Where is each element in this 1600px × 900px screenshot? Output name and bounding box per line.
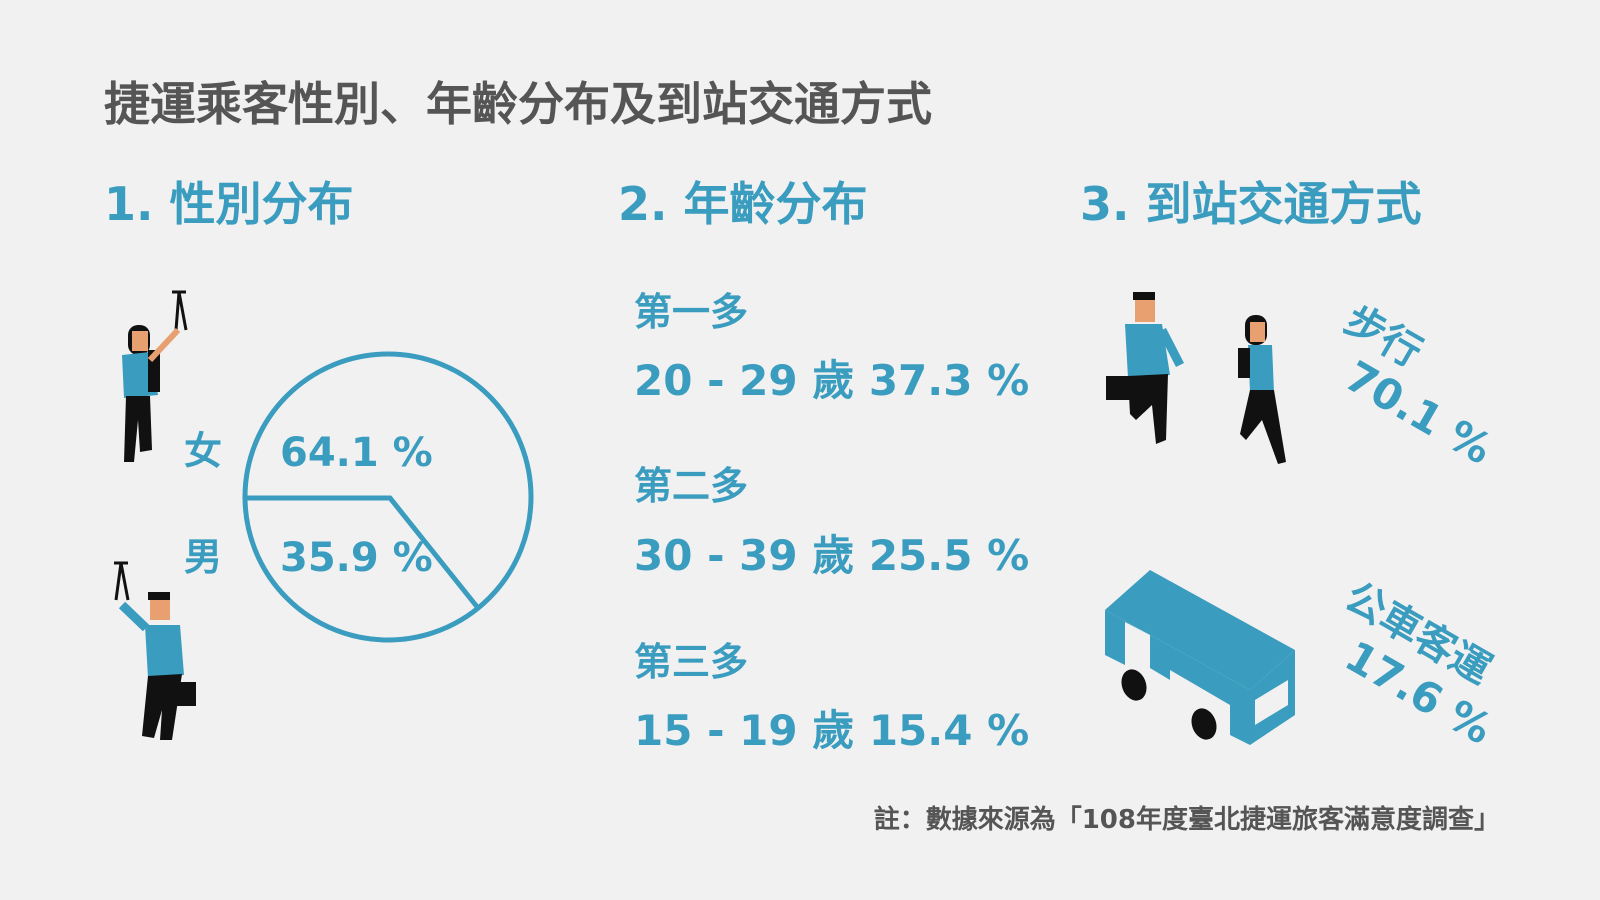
footnote: 註：數據來源為「108年度臺北捷運旅客滿意度調查」 (874, 804, 1500, 835)
walker-female (1238, 315, 1286, 464)
section-heading: 1. 性別分布 (104, 177, 354, 231)
male-figure (114, 561, 196, 740)
gender-circle (242, 351, 534, 643)
section-heading: 3. 到站交通方式 (1080, 177, 1422, 231)
age-rank: 第一多 (634, 290, 748, 334)
gender-value: 35.9 % (280, 535, 433, 581)
age-value: 15 - 19 歲 15.4 % (634, 706, 1029, 755)
gender-value: 64.1 % (280, 430, 433, 476)
female-figure (122, 290, 188, 462)
age-rank: 第三多 (634, 640, 748, 684)
age-value: 20 - 29 歲 37.3 % (634, 356, 1029, 405)
gender-label: 女 (184, 429, 222, 473)
age-list: 第一多 20 - 29 歲 37.3 % 第二多 30 - 39 歲 25.5 … (634, 290, 1029, 755)
title: 捷運乘客性別、年齡分布及到站交通方式 (104, 77, 932, 131)
walker-male (1106, 292, 1185, 444)
bus-icon (1105, 570, 1295, 745)
age-rank: 第二多 (634, 464, 748, 508)
age-value: 30 - 39 歲 25.5 % (634, 531, 1029, 580)
gender-label: 男 (184, 535, 222, 579)
section-heading: 2. 年齡分布 (618, 177, 868, 231)
